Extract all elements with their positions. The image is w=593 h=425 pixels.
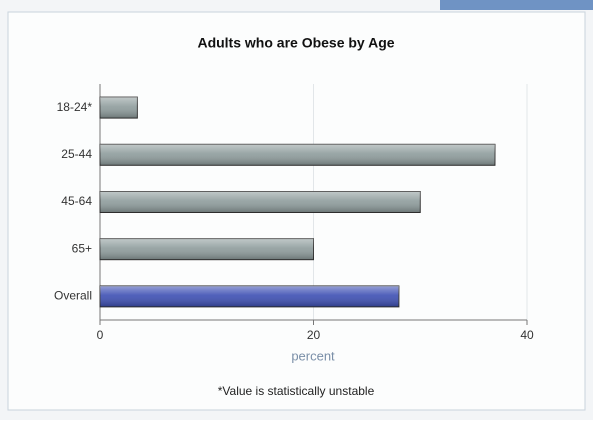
chart-title: Adults who are Obese by Age [197,35,394,51]
bar-shine [100,97,138,119]
footnote: *Value is statistically unstable [218,384,375,398]
bar-shine [100,285,399,307]
x-tick-label: 40 [520,328,534,342]
bar-shine [100,238,314,260]
y-tick-label: 65+ [72,241,92,255]
x-tick-label: 0 [97,328,104,342]
y-tick-label: 25-44 [61,147,92,161]
bar-shine [100,191,421,213]
bar-shine [100,144,495,166]
x-tick-label: 20 [307,328,321,342]
x-axis-label: percent [291,348,335,363]
y-tick-label: Overall [54,289,92,303]
y-tick-label: 18-24* [57,100,93,114]
y-tick-label: 45-64 [61,194,92,208]
header-strip [440,0,593,10]
